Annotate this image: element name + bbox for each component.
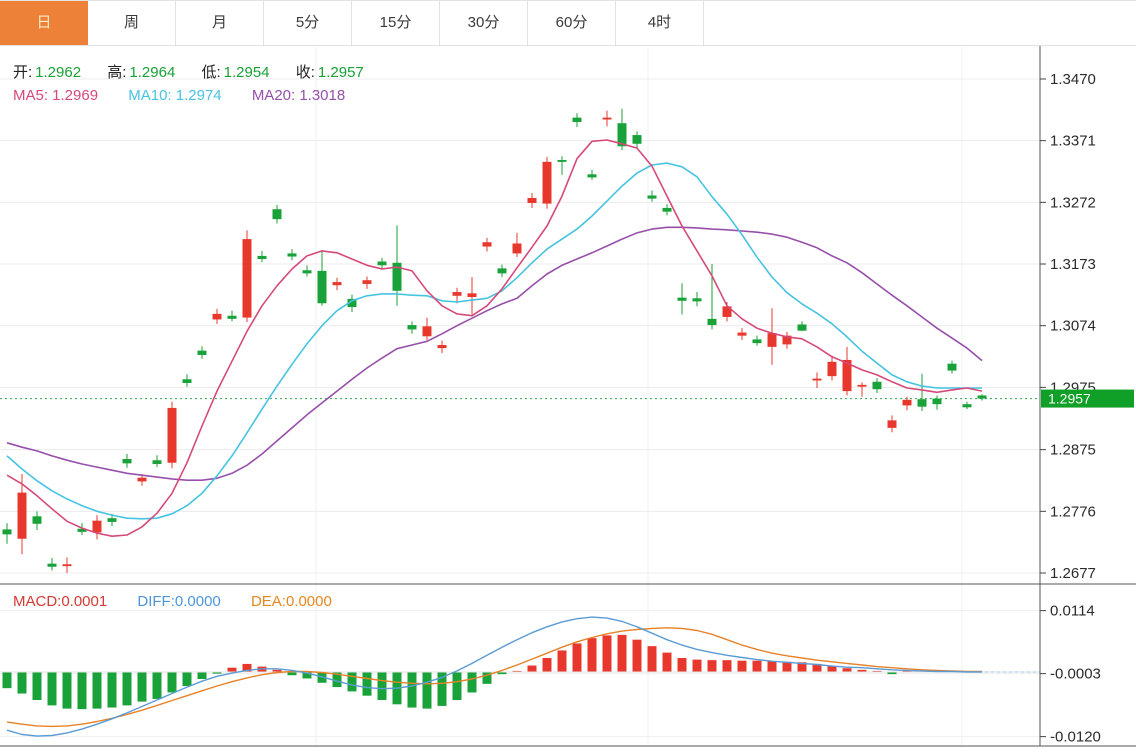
tab-60min[interactable]: 60分 xyxy=(528,1,616,45)
price-axis-label: 1.2875 xyxy=(1050,442,1096,459)
ohlc-legend: 开: 1.2962 高: 1.2964 低: 1.2954 收: 1.2957 xyxy=(13,61,386,82)
dea-line xyxy=(6,627,982,728)
low-label: 低: xyxy=(201,64,221,81)
close-value: 1.2957 xyxy=(317,64,364,81)
diff-value: DIFF:0.0000 xyxy=(137,593,221,610)
tab-4hour[interactable]: 4时 xyxy=(616,1,704,45)
macd-axis-label: -0.0003 xyxy=(1050,666,1101,683)
tab-5min[interactable]: 5分 xyxy=(264,1,352,45)
macd-value: MACD:0.0001 xyxy=(13,593,108,610)
period-tabbar: 日 周 月 5分 15分 30分 60分 4时 xyxy=(0,1,1136,46)
price-axis-label: 1.3272 xyxy=(1050,194,1096,211)
price-axis-label: 1.3371 xyxy=(1050,133,1096,150)
price-axis-label: 1.2776 xyxy=(1050,503,1096,520)
close-label: 收: xyxy=(295,64,315,81)
macd-histogram xyxy=(2,634,987,710)
candlestick-layer xyxy=(2,108,987,573)
macd-axis-label: 0.0114 xyxy=(1050,603,1095,620)
price-axis-label: 1.2677 xyxy=(1050,565,1096,582)
current-price-badge-text: 1.2957 xyxy=(1048,391,1091,407)
ma20-legend: MA20: 1.3018 xyxy=(251,87,346,104)
ma5-legend: MA5: 1.2969 xyxy=(13,87,99,104)
tab-week[interactable]: 周 xyxy=(88,1,176,45)
price-axis-label: 1.3074 xyxy=(1050,318,1096,335)
diff-line xyxy=(6,616,982,737)
ma5-line xyxy=(6,139,983,538)
tab-day[interactable]: 日 xyxy=(0,1,88,45)
macd-axis-label: -0.0120 xyxy=(1050,729,1101,746)
dea-value: DEA:0.0000 xyxy=(250,593,332,610)
ma-legend: MA5: 1.2969 MA10: 1.2974 MA20: 1.3018 xyxy=(13,87,371,104)
ma10-legend: MA10: 1.2974 xyxy=(128,87,222,104)
macd-legend: MACD:0.0001 DIFF:0.0000 DEA:0.0000 xyxy=(13,593,358,610)
ma20-line xyxy=(6,226,983,482)
price-axis-label: 1.3470 xyxy=(1050,71,1096,88)
high-value: 1.2964 xyxy=(129,64,176,81)
open-label: 开: xyxy=(13,64,33,81)
price-axis-label: 1.3173 xyxy=(1050,256,1096,273)
open-value: 1.2962 xyxy=(35,64,82,81)
tab-month[interactable]: 月 xyxy=(176,1,264,45)
tab-30min[interactable]: 30分 xyxy=(440,1,528,45)
current-price-badge xyxy=(1041,389,1134,408)
high-label: 高: xyxy=(107,64,127,81)
ma10-line xyxy=(6,162,982,520)
tab-15min[interactable]: 15分 xyxy=(352,1,440,45)
low-value: 1.2954 xyxy=(223,64,270,81)
